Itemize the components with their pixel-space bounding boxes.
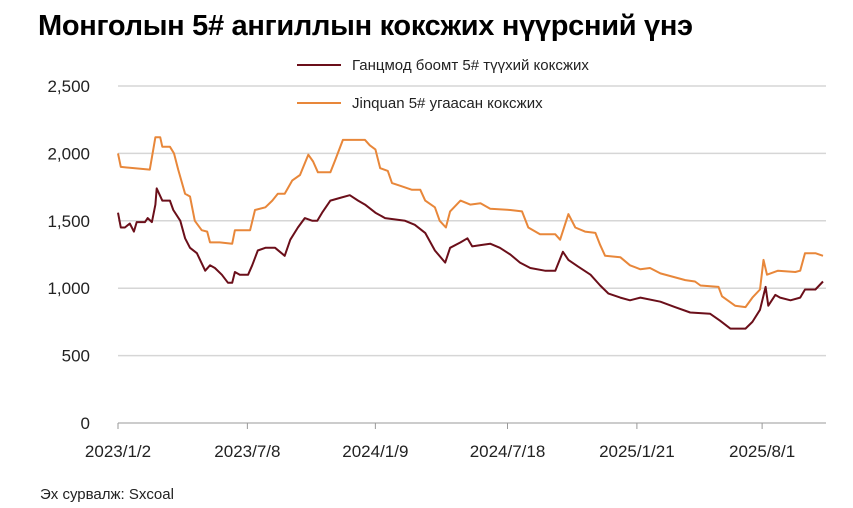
series-line-0 <box>117 187 824 330</box>
x-tick-label: 2025/8/1 <box>729 442 795 461</box>
y-tick-label: 0 <box>81 414 90 433</box>
y-tick-label: 1,000 <box>47 279 90 298</box>
y-tick-label: 2,500 <box>47 77 90 96</box>
chart-title: Монголын 5# ангиллын коксжих нүүрсний үн… <box>38 10 693 42</box>
legend-label-1: Jinquan 5# угаасан коксжих <box>352 95 543 112</box>
source-note: Эх сурвалж: Sxcoal <box>40 486 174 503</box>
legend-label-0: Ганцмод боомт 5# түүхий коксжих <box>352 57 589 74</box>
x-tick-label: 2023/7/8 <box>214 442 280 461</box>
y-tick-label: 500 <box>62 347 90 366</box>
series-line-1 <box>117 136 824 309</box>
x-tick-label: 2024/7/18 <box>470 442 546 461</box>
y-tick-label: 2,000 <box>47 144 90 163</box>
x-tick-label: 2023/1/2 <box>85 442 151 461</box>
x-tick-label: 2025/1/21 <box>599 442 675 461</box>
x-tick-label: 2024/1/9 <box>342 442 408 461</box>
y-tick-label: 1,500 <box>47 212 90 231</box>
